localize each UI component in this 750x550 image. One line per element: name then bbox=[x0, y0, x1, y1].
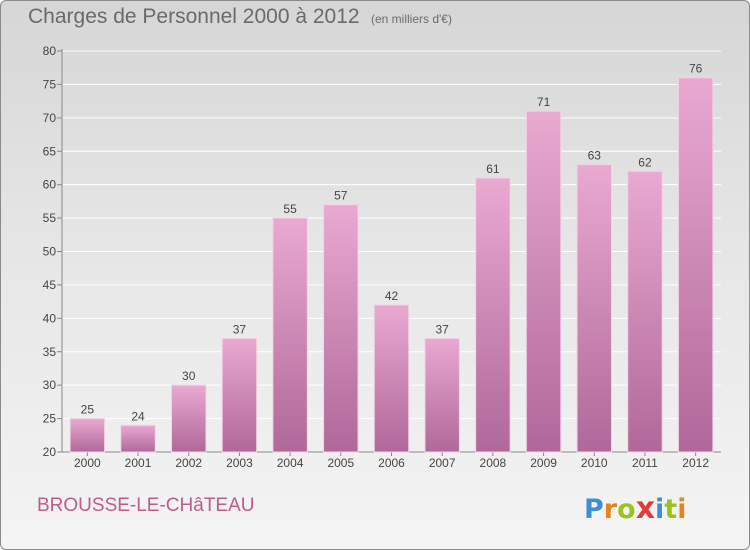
bar-2004 bbox=[272, 217, 308, 453]
y-tick-label: 65 bbox=[43, 144, 57, 158]
data-label: 37 bbox=[436, 322, 450, 336]
bar-2009 bbox=[525, 110, 562, 453]
x-tick-label: 2007 bbox=[429, 456, 456, 470]
bar-2001 bbox=[120, 424, 156, 453]
bar-2007 bbox=[424, 337, 460, 453]
data-label: 25 bbox=[81, 403, 95, 417]
data-label: 24 bbox=[131, 409, 145, 423]
location-label: BROUSSE-LE-CHâTEAU bbox=[37, 495, 255, 516]
data-label: 76 bbox=[689, 62, 703, 76]
y-tick-label: 30 bbox=[43, 378, 57, 392]
x-tick-label: 2005 bbox=[327, 456, 354, 470]
logo-letter: t bbox=[664, 494, 678, 525]
y-tick-label: 40 bbox=[43, 311, 57, 325]
x-tick-label: 2003 bbox=[226, 456, 253, 470]
x-tick-label: 2000 bbox=[74, 456, 101, 470]
logo-letter: i bbox=[677, 494, 687, 525]
bars bbox=[69, 77, 714, 453]
y-tick-label: 25 bbox=[43, 412, 57, 426]
y-tick-label: 20 bbox=[43, 445, 57, 459]
x-tick-label: 2004 bbox=[277, 456, 304, 470]
data-label: 62 bbox=[638, 155, 652, 169]
bar-2012 bbox=[677, 77, 714, 453]
x-tick-label: 2010 bbox=[581, 456, 608, 470]
bar-2008 bbox=[475, 177, 511, 453]
y-tick-label: 80 bbox=[43, 44, 57, 58]
x-tick-label: 2009 bbox=[530, 456, 557, 470]
data-label: 42 bbox=[385, 289, 399, 303]
bar-2011 bbox=[627, 170, 663, 453]
x-tick-label: 2001 bbox=[125, 456, 152, 470]
y-tick-label: 75 bbox=[43, 77, 57, 91]
data-label: 37 bbox=[233, 322, 247, 336]
x-tick-label: 2011 bbox=[632, 456, 658, 470]
data-label: 30 bbox=[182, 369, 196, 383]
bar-2002 bbox=[170, 384, 207, 453]
chart-subtitle: (en milliers d'€) bbox=[371, 12, 452, 26]
y-tick-label: 45 bbox=[43, 278, 57, 292]
y-tick-label: 55 bbox=[43, 211, 57, 225]
data-label: 63 bbox=[588, 149, 602, 163]
logo-letter: x bbox=[635, 491, 656, 526]
data-label: 55 bbox=[283, 202, 297, 216]
logo-letter: i bbox=[655, 494, 665, 525]
x-tick-label: 2012 bbox=[682, 456, 709, 470]
bar-2005 bbox=[323, 204, 359, 453]
y-tick-label: 70 bbox=[43, 111, 57, 125]
bar-2006 bbox=[373, 304, 410, 453]
y-tick-label: 60 bbox=[43, 178, 57, 192]
data-label: 61 bbox=[486, 162, 500, 176]
y-tick-label: 50 bbox=[43, 245, 57, 259]
logo-letter: o bbox=[617, 494, 636, 525]
x-tick-label: 2006 bbox=[378, 456, 405, 470]
y-tick-label: 35 bbox=[43, 345, 57, 359]
x-tick-label: 2008 bbox=[480, 456, 507, 470]
chart-title: Charges de Personnel 2000 à 2012 bbox=[28, 5, 360, 28]
data-label: 71 bbox=[537, 95, 551, 109]
bar-2010 bbox=[576, 164, 613, 453]
bar-2000 bbox=[69, 418, 106, 453]
x-tick-label: 2002 bbox=[175, 456, 202, 470]
bar-2003 bbox=[221, 337, 258, 453]
logo-letter: P bbox=[584, 494, 604, 525]
proxiti-logo[interactable]: Proxiti bbox=[584, 491, 687, 526]
axes: 20 25 30 35 40 45 50 55 60 65 70 75 80 2000 2001 2002 20… bbox=[43, 44, 721, 470]
data-labels: 25 24 30 37 55 57 42 37 61 71 63 62 76 bbox=[81, 62, 703, 424]
data-label: 57 bbox=[334, 189, 348, 203]
logo-letter: r bbox=[603, 494, 618, 525]
